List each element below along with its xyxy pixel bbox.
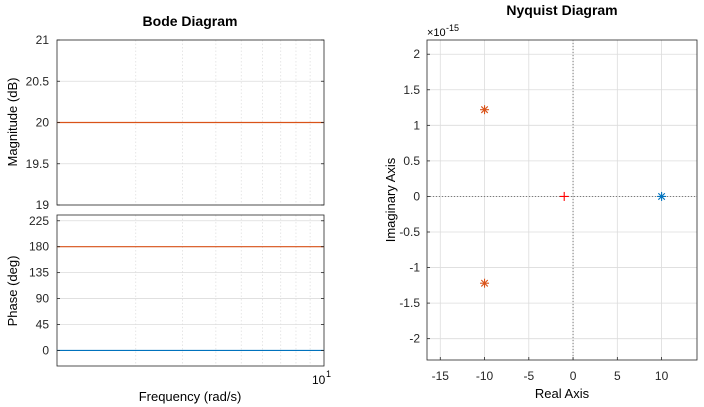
- phase-grid: [57, 215, 324, 366]
- nyquist-grid: [427, 40, 697, 360]
- bode-y-tick-label: 90: [36, 292, 50, 306]
- nyquist-y-tick-label: 2: [413, 47, 420, 61]
- bode-y-tick-label: 45: [36, 318, 50, 332]
- phase-y-ticks: 225 180 135 90 45 0: [29, 214, 324, 357]
- nyquist-exponent-base: ×10: [427, 27, 446, 39]
- nyquist-point-marker: [480, 278, 490, 288]
- bode-x-tick-label: 10 1: [312, 369, 331, 387]
- nyquist-axes: -15 -10 -5 0 5 10 2 1.5 1 0.5 0 -0.5 -1 -1.5 -2: [399, 39, 698, 383]
- nyquist-exponent-label: ×10 -15: [427, 23, 459, 39]
- magnitude-axes: 21 20.5 20 19.5 19: [26, 33, 325, 212]
- nyquist-exponent-power: -15: [446, 23, 459, 33]
- nyquist-ylabel: Imaginary Axis: [383, 157, 398, 242]
- bode-y-tick-label: 225: [29, 214, 49, 228]
- magnitude-ylabel: Magnitude (dB): [5, 78, 20, 167]
- marker-stroke: [480, 106, 489, 114]
- bode-y-tick-label: 20.5: [26, 74, 50, 88]
- nyquist-y-tick-label: 1: [413, 118, 420, 132]
- nyquist-title: Nyquist Diagram: [506, 2, 617, 18]
- nyquist-plot-box: [426, 39, 698, 361]
- bode-y-tick-label: 19.5: [26, 157, 50, 171]
- bode-xlabel: Frequency (rad/s): [139, 389, 242, 404]
- bode-y-tick-label: 0: [42, 343, 49, 357]
- bode-y-tick-label: 19: [36, 198, 50, 212]
- phase-axes: 225 180 135 90 45 0: [29, 214, 325, 367]
- nyquist-zero-lines: [427, 40, 697, 360]
- nyquist-x-tick-label: -15: [432, 369, 450, 383]
- nyquist-y-tick-label: 0: [413, 189, 420, 203]
- nyquist-x-tick-label: 0: [570, 369, 577, 383]
- bode-y-tick-label: 180: [29, 240, 49, 254]
- nyquist-point-marker: [480, 105, 490, 115]
- nyquist-xlabel: Real Axis: [535, 386, 590, 401]
- phase-series: [57, 246, 324, 352]
- marker-stroke: [480, 279, 489, 287]
- nyquist-x-tick-label: -10: [476, 369, 494, 383]
- phase-ylabel: Phase (deg): [5, 256, 20, 327]
- nyquist-y-tick-label: -2: [409, 332, 420, 346]
- nyquist-x-tick-label: -5: [523, 369, 534, 383]
- nyquist-x-tick-label: 5: [614, 369, 621, 383]
- nyquist-y-tick-label: -1.5: [399, 296, 420, 310]
- magnitude-y-ticks: 21 20.5 20 19.5 19: [26, 33, 324, 212]
- nyquist-y-tick-label: 0.5: [403, 154, 420, 168]
- nyquist-y-ticks: 2 1.5 1 0.5 0 -0.5 -1 -1.5 -2: [399, 47, 430, 346]
- bode-x-tick-base: 10: [312, 373, 326, 387]
- nyquist-x-tick-label: 10: [655, 369, 669, 383]
- phase-plot-box: [56, 214, 325, 367]
- marker-stroke: [657, 192, 666, 201]
- bode-y-tick-label: 20: [36, 116, 50, 130]
- critical-point-marker: [559, 191, 569, 201]
- nyquist-point-marker: [657, 191, 667, 201]
- bode-x-tick-exponent: 1: [326, 369, 331, 379]
- nyquist-points: [480, 105, 667, 288]
- nyquist-y-tick-label: 1.5: [403, 83, 420, 97]
- nyquist-x-ticks: -15 -10 -5 0 5 10: [432, 357, 669, 383]
- bode-y-tick-label: 21: [36, 33, 50, 47]
- bode-title: Bode Diagram: [143, 13, 238, 29]
- bode-y-tick-label: 135: [29, 266, 49, 280]
- nyquist-y-tick-label: -0.5: [399, 225, 420, 239]
- nyquist-y-tick-label: -1: [409, 261, 420, 275]
